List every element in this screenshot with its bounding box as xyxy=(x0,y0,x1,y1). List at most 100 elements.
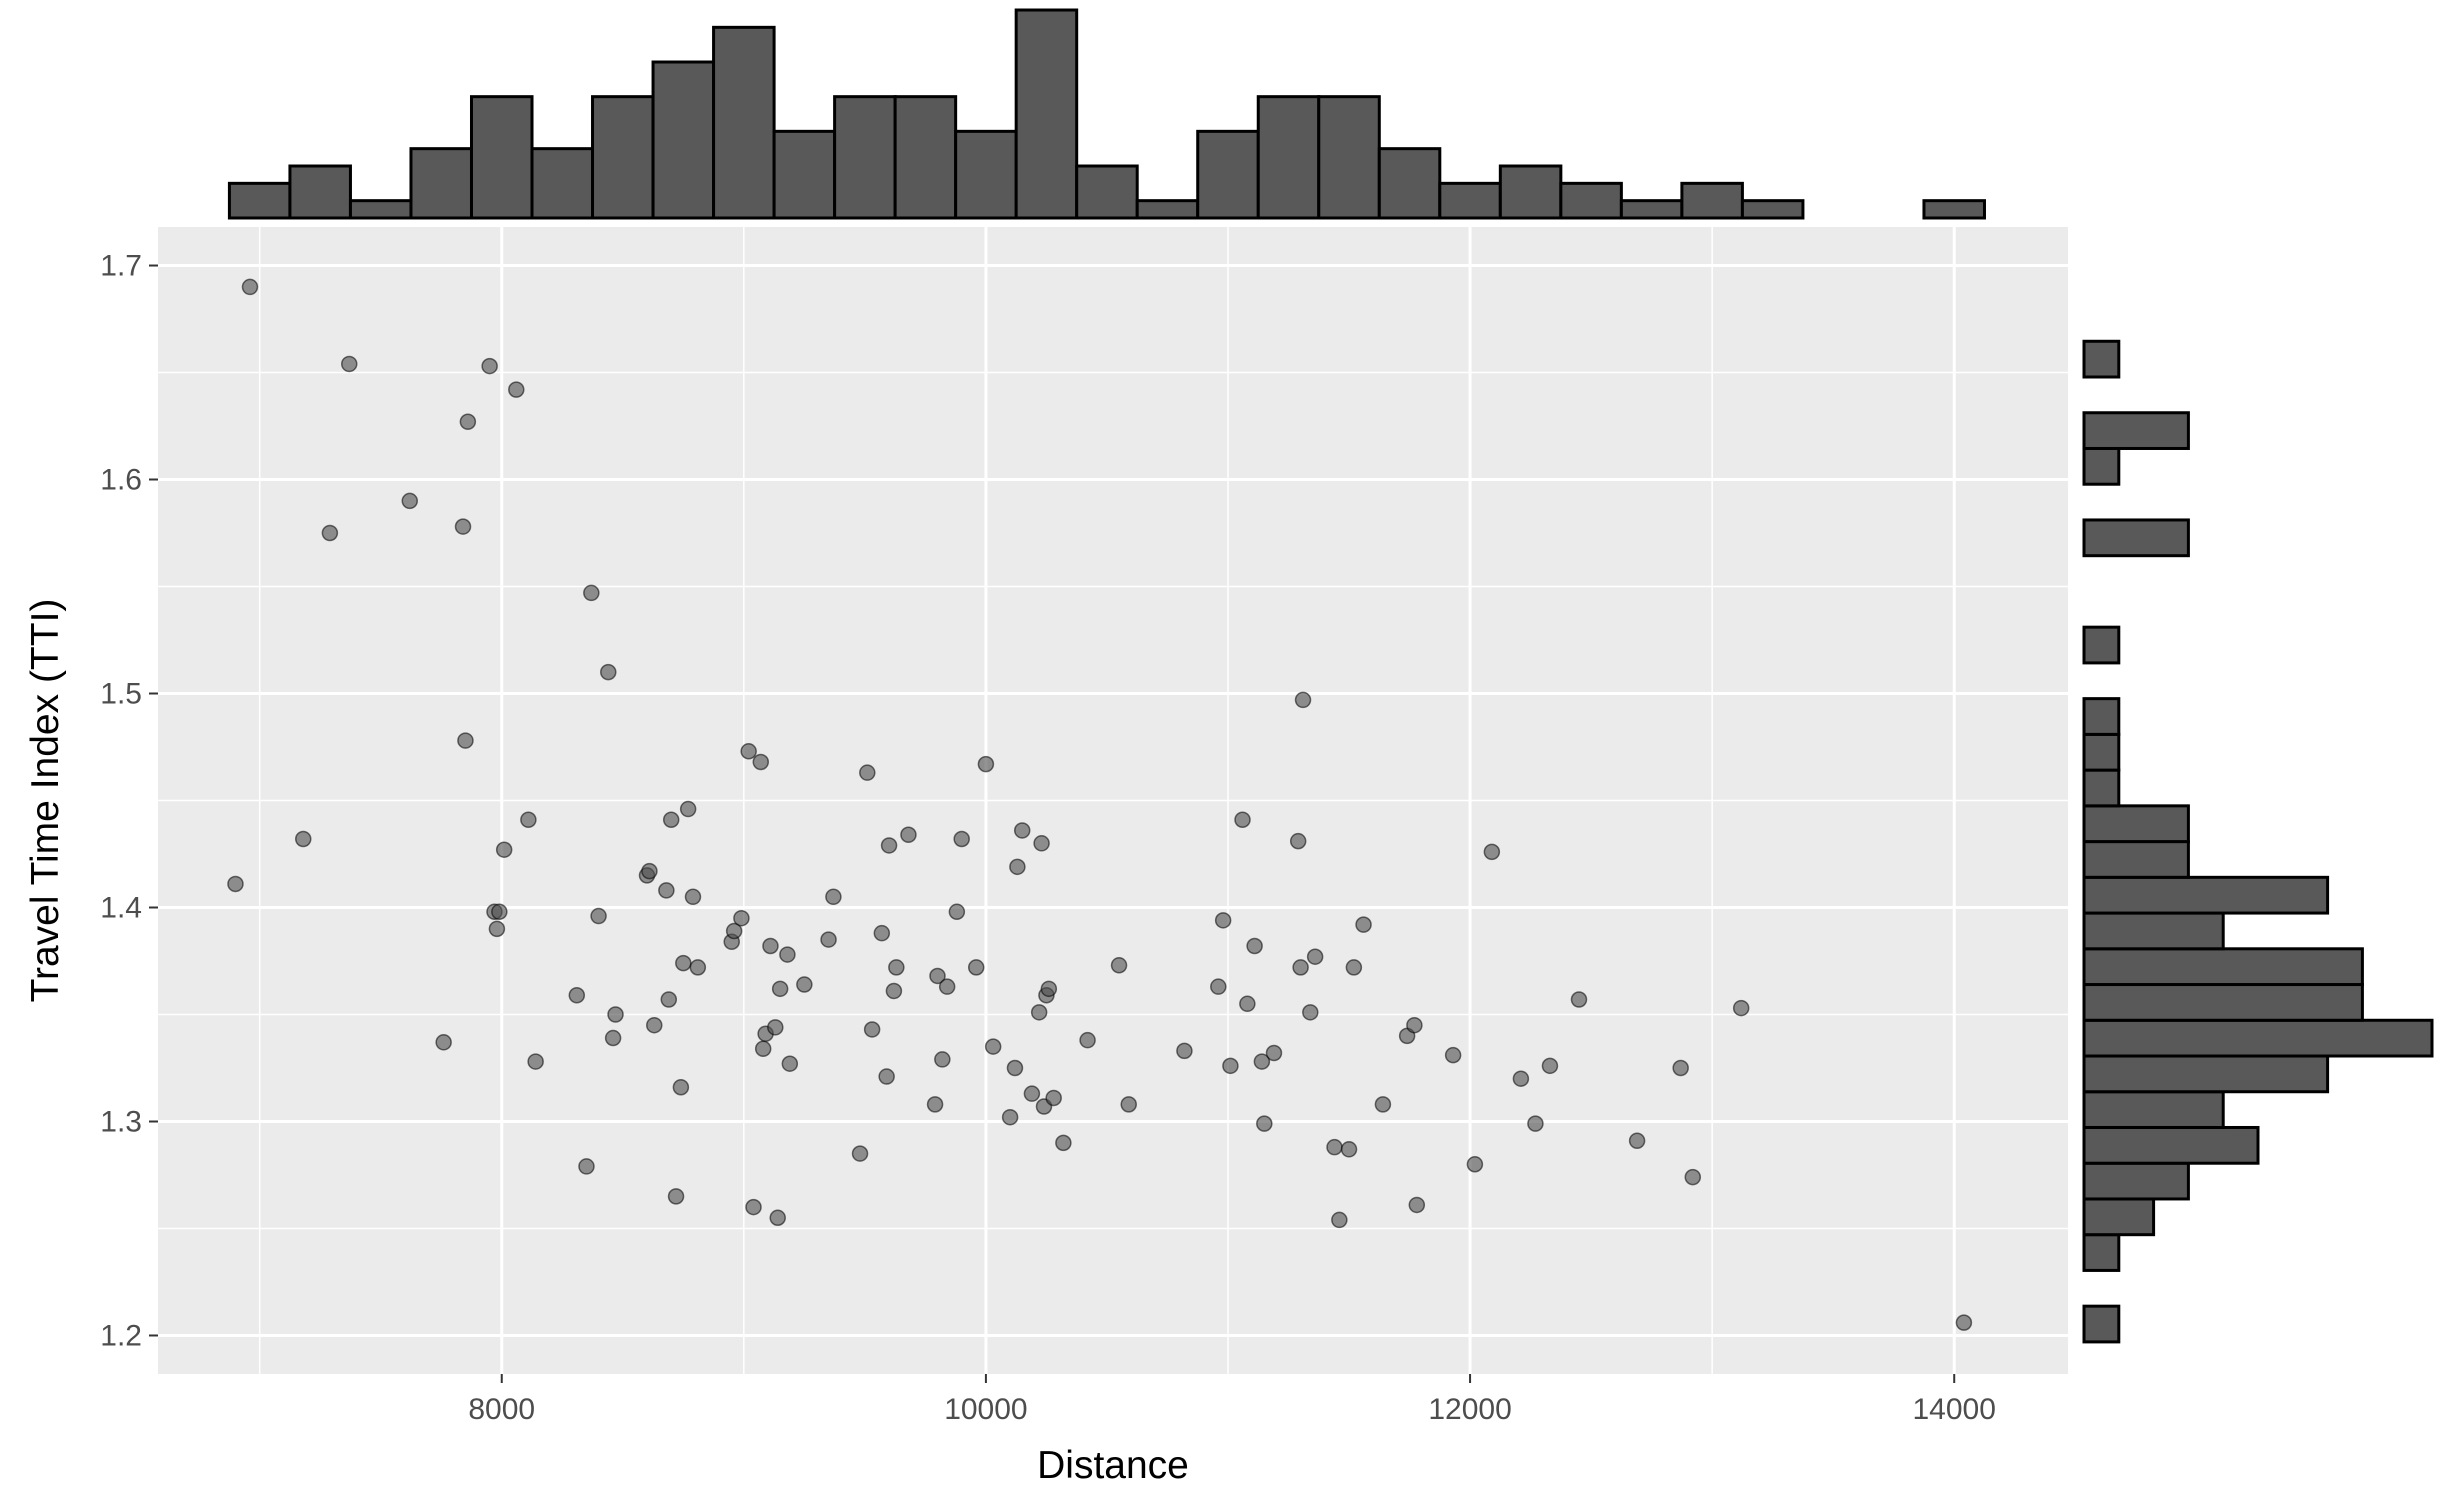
top-histogram-bar xyxy=(1740,199,1805,220)
scatter-point xyxy=(1040,980,1058,998)
scatter-point xyxy=(1512,1070,1530,1087)
scatter-point xyxy=(1345,959,1363,976)
scatter-point xyxy=(953,830,970,848)
top-marginal-histogram xyxy=(227,8,1986,220)
scatter-point xyxy=(590,907,607,925)
scatter-point xyxy=(1253,1053,1271,1070)
scatter-point xyxy=(859,764,876,781)
right-histogram-bar xyxy=(2082,1197,2156,1237)
scatter-point xyxy=(227,875,244,893)
top-histogram-bar xyxy=(1196,129,1260,220)
scatter-point xyxy=(769,1209,786,1227)
right-histogram-bar xyxy=(2082,1018,2434,1058)
scatter-point xyxy=(948,903,966,921)
scatter-point xyxy=(929,967,946,985)
y-axis-title: Travel Time Index (TTI) xyxy=(24,599,67,1003)
scatter-point xyxy=(878,1068,895,1085)
right-histogram-bar xyxy=(2082,947,2364,987)
scatter-point xyxy=(568,986,586,1004)
scatter-point xyxy=(321,524,339,542)
scatter-point xyxy=(977,755,995,773)
scatter-point xyxy=(1009,858,1026,876)
right-histogram-bar xyxy=(2082,1054,2330,1094)
scatter-point xyxy=(1541,1057,1559,1075)
y-tick-label: 1.5 xyxy=(100,678,142,711)
top-histogram-bar xyxy=(591,95,655,220)
right-histogram-bar xyxy=(2082,1304,2121,1344)
x-tick-label: 12000 xyxy=(1428,1393,1511,1426)
scatter-point xyxy=(1408,1196,1426,1214)
scatter-point xyxy=(1239,995,1256,1013)
scatter-point xyxy=(1265,1044,1283,1062)
scatter-point xyxy=(600,663,617,681)
x-tick-label: 8000 xyxy=(468,1393,535,1426)
y-axis-ticks: 1.2 1.3 1.4 1.5 1.6 1.7 xyxy=(100,250,158,1352)
scatter-point xyxy=(1374,1096,1392,1113)
right-marginal-histogram xyxy=(2082,339,2434,1344)
top-histogram-bar xyxy=(833,95,897,220)
right-histogram-bar xyxy=(2082,840,2190,879)
right-histogram-bar xyxy=(2082,1125,2260,1165)
scatter-point xyxy=(825,888,842,906)
right-histogram-bar xyxy=(2082,518,2190,558)
scatter-point xyxy=(527,1053,544,1070)
top-histogram-bar xyxy=(651,60,716,220)
scatter-point xyxy=(851,1145,869,1162)
scatter-point xyxy=(1210,978,1227,995)
scatter-point xyxy=(885,982,903,1000)
scatter-point xyxy=(1628,1132,1646,1149)
scatter-point xyxy=(796,976,813,993)
scatter-point xyxy=(1306,948,1324,965)
scatter-point xyxy=(1006,1059,1024,1077)
top-histogram-bar xyxy=(772,129,837,220)
scatter-point xyxy=(1234,811,1251,829)
scatter-point xyxy=(779,946,796,963)
scatter-point xyxy=(646,1016,663,1034)
y-tick-label: 1.2 xyxy=(100,1319,142,1352)
scatter-point xyxy=(1340,1141,1358,1158)
scatter-point xyxy=(762,937,779,955)
scatter-point xyxy=(1030,1004,1048,1021)
top-histogram-bar xyxy=(1498,164,1563,220)
right-histogram-bar xyxy=(2082,911,2225,951)
scatter-point xyxy=(1055,1134,1072,1152)
top-histogram-bar xyxy=(1256,95,1321,220)
top-histogram-bar xyxy=(1014,8,1079,220)
scatter-point xyxy=(675,954,692,972)
scatter-point xyxy=(660,991,678,1008)
scatter-point xyxy=(1222,1057,1239,1075)
scatter-point xyxy=(1013,822,1031,839)
scatter-point xyxy=(1294,691,1312,709)
scatter-point xyxy=(938,978,956,995)
scatter-point xyxy=(1256,1115,1273,1132)
top-histogram-bar xyxy=(227,181,292,220)
scatter-point xyxy=(1326,1138,1343,1156)
top-histogram-bar xyxy=(1377,147,1442,220)
right-histogram-bar xyxy=(2082,875,2330,915)
scatter-point xyxy=(241,278,259,296)
scatter-point xyxy=(583,584,600,602)
scatter-point xyxy=(967,959,985,976)
scatter-point xyxy=(459,413,477,430)
top-histogram-bar xyxy=(1680,181,1744,220)
top-histogram-bar xyxy=(893,95,958,220)
right-histogram-bar xyxy=(2082,411,2190,450)
scatter-point xyxy=(752,753,770,771)
scatter-point xyxy=(689,959,707,976)
scatter-point xyxy=(771,980,789,998)
scatter-point xyxy=(667,1188,685,1205)
x-tick-label: 14000 xyxy=(1913,1393,1996,1426)
scatter-point xyxy=(457,732,474,749)
scatter-point xyxy=(873,924,891,942)
scatter-point xyxy=(984,1038,1002,1055)
scatter-point xyxy=(294,830,312,848)
scatter-point xyxy=(1001,1108,1019,1126)
scatter-point xyxy=(1292,959,1309,976)
scatter-point xyxy=(1302,1004,1319,1021)
scatter-point xyxy=(672,1079,690,1096)
right-histogram-bar xyxy=(2082,625,2121,665)
scatter-point xyxy=(888,959,905,976)
right-histogram-bar xyxy=(2082,732,2121,772)
right-histogram-bar xyxy=(2082,983,2364,1022)
